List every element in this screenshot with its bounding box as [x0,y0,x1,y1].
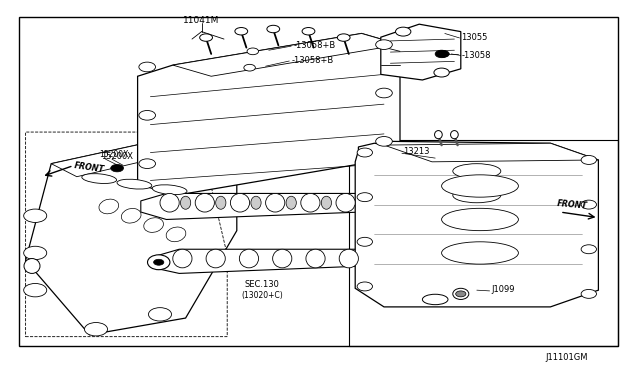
Ellipse shape [148,255,170,270]
Bar [19,17,618,346]
Circle shape [24,283,47,297]
Text: (13020+C): (13020+C) [241,291,284,299]
Ellipse shape [336,193,355,212]
Circle shape [200,34,212,41]
Ellipse shape [435,131,442,139]
Text: FRONT: FRONT [74,161,105,175]
Ellipse shape [442,208,518,231]
Text: J11101GM: J11101GM [545,353,588,362]
Ellipse shape [206,249,225,268]
Circle shape [581,200,596,209]
Circle shape [438,51,449,57]
Ellipse shape [251,196,261,209]
Circle shape [581,245,596,254]
Ellipse shape [24,259,40,273]
Ellipse shape [442,175,518,197]
Text: -13058+B: -13058+B [293,41,335,50]
Ellipse shape [160,193,179,212]
Ellipse shape [442,242,518,264]
Circle shape [111,164,124,172]
Ellipse shape [173,249,192,268]
Ellipse shape [122,208,141,223]
Ellipse shape [422,294,448,305]
Circle shape [267,25,280,33]
Ellipse shape [82,174,116,183]
Text: -13058: -13058 [462,51,492,60]
Ellipse shape [273,249,292,268]
Ellipse shape [306,249,325,268]
Circle shape [84,323,108,336]
Polygon shape [173,33,400,76]
Ellipse shape [453,164,501,179]
Polygon shape [26,130,237,335]
Circle shape [456,291,466,297]
Circle shape [24,209,47,222]
Ellipse shape [117,179,152,189]
Bar [349,140,618,346]
Ellipse shape [453,188,501,203]
Ellipse shape [266,193,285,212]
Text: 11041M: 11041M [184,16,220,25]
Ellipse shape [166,227,186,242]
Circle shape [376,137,392,146]
Circle shape [581,289,596,298]
Circle shape [376,88,392,98]
Text: 15200X: 15200X [99,150,129,159]
Polygon shape [51,130,237,177]
Circle shape [148,308,172,321]
Ellipse shape [152,185,187,195]
Polygon shape [355,141,598,307]
Ellipse shape [195,193,214,212]
Polygon shape [141,193,362,219]
Circle shape [357,193,372,202]
Ellipse shape [321,196,332,209]
Ellipse shape [453,288,468,299]
Circle shape [434,68,449,77]
Circle shape [357,148,372,157]
Circle shape [139,110,156,120]
Text: FRONT: FRONT [557,199,588,210]
Circle shape [139,159,156,169]
Ellipse shape [180,196,191,209]
Polygon shape [384,143,598,162]
Polygon shape [154,249,365,273]
Ellipse shape [451,131,458,139]
Ellipse shape [286,196,296,209]
Circle shape [154,259,164,265]
Text: 13213: 13213 [403,147,429,156]
Circle shape [247,48,259,55]
Text: J1099: J1099 [492,285,515,294]
Polygon shape [381,24,461,80]
Text: SEC.130: SEC.130 [245,280,280,289]
Text: 13055: 13055 [461,33,487,42]
Ellipse shape [453,212,501,227]
Circle shape [302,28,315,35]
Ellipse shape [230,193,250,212]
Circle shape [244,64,255,71]
Ellipse shape [216,196,226,209]
Circle shape [357,282,372,291]
Text: -13058+B: -13058+B [291,56,333,65]
Circle shape [139,62,156,72]
Polygon shape [138,33,400,195]
Ellipse shape [301,193,320,212]
Circle shape [235,28,248,35]
Circle shape [376,40,392,49]
Ellipse shape [339,249,358,268]
Circle shape [396,27,411,36]
Ellipse shape [99,199,118,214]
Circle shape [435,50,448,58]
Circle shape [337,34,350,41]
Circle shape [357,237,372,246]
Ellipse shape [144,218,163,232]
Circle shape [581,155,596,164]
Circle shape [24,246,47,260]
Text: 15200X: 15200X [101,153,133,161]
Ellipse shape [239,249,259,268]
